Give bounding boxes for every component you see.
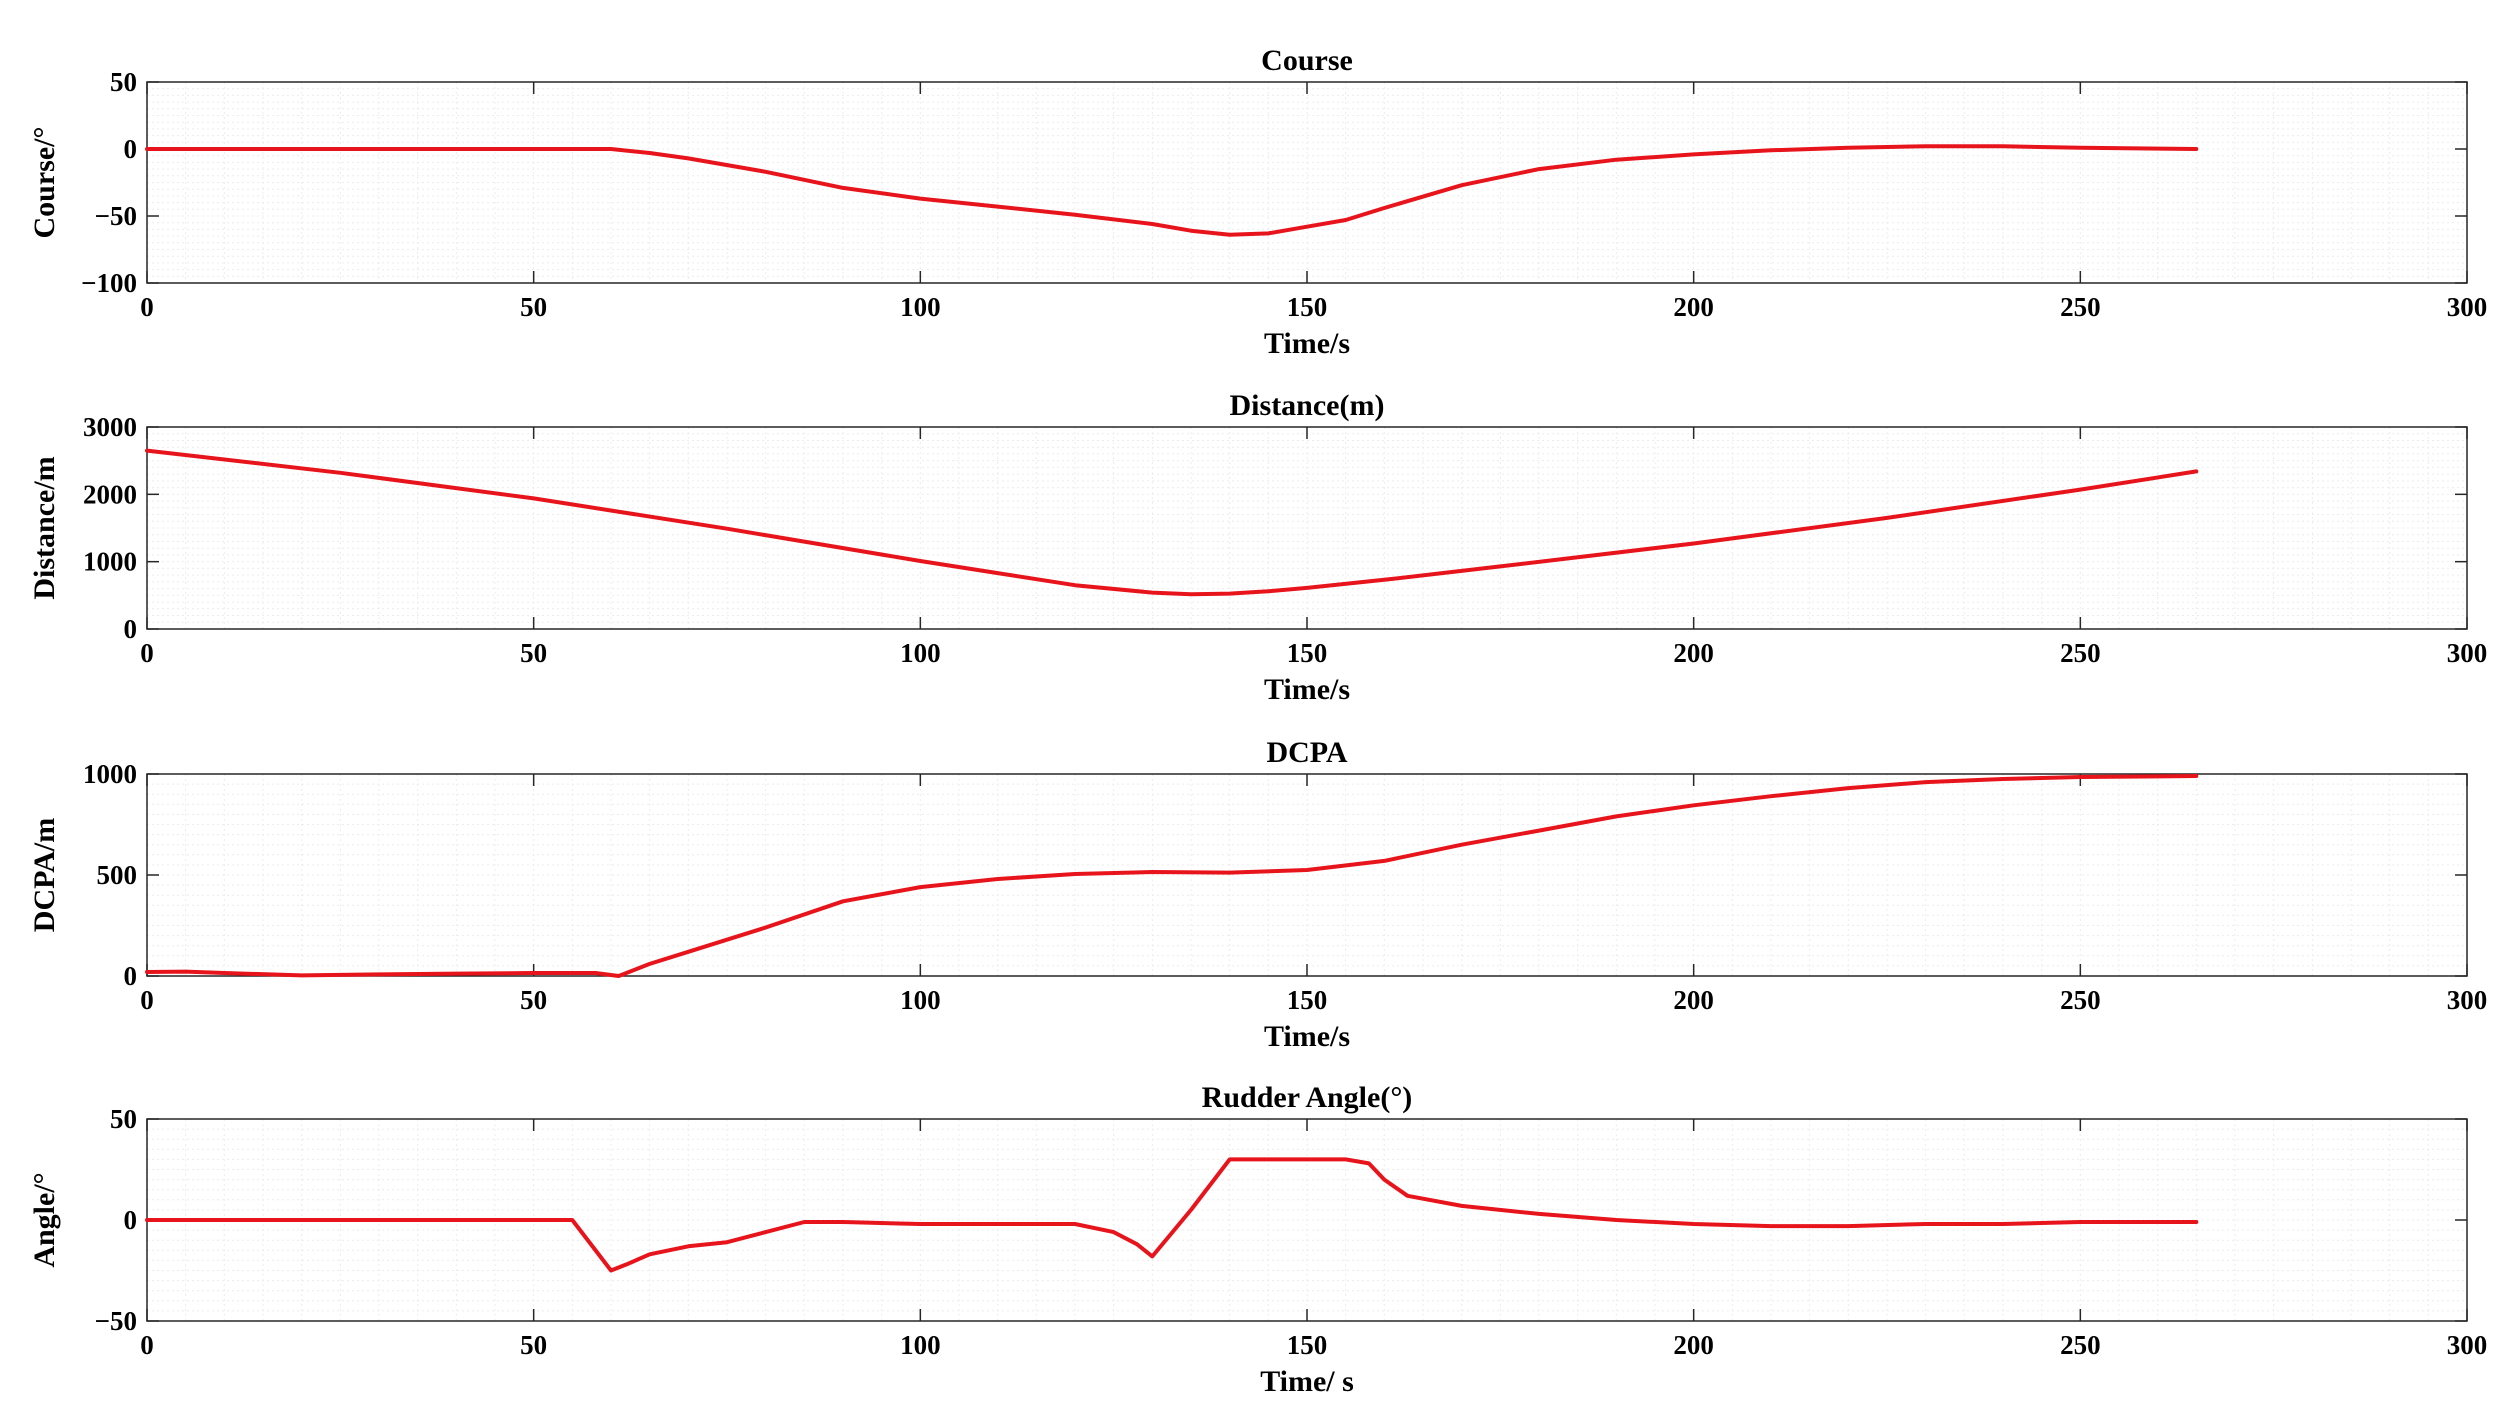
x-tick-label: 150 [1287,1330,1328,1360]
y-tick-label: 2000 [83,479,137,509]
y-tick-label: 500 [97,860,138,890]
x-tick-label: 100 [900,292,941,322]
x-tick-label: 300 [2447,985,2488,1015]
series-line [145,144,2199,237]
y-tick-label: −50 [95,201,137,231]
y-tick-label: 3000 [83,412,137,442]
y-tick-label: −100 [81,268,137,298]
y-tick-label: 1000 [83,759,137,789]
y-tick-label: 0 [124,1205,138,1235]
y-tick-label: −50 [95,1306,137,1336]
chart-panel-3: 0 50 100 150 200 250 300 0 500 1000 DCPA Time/s DCPA… [28,736,2487,1053]
x-tick-label: 0 [140,1330,154,1360]
x-tick-label: 200 [1673,292,1714,322]
x-tick-label: 100 [900,1330,941,1360]
chart-title: Course [1261,44,1353,77]
x-axis-label: Time/s [1264,1020,1350,1053]
x-tick-label: 250 [2060,638,2101,668]
chart-panel-2: 0 50 100 150 200 250 3000100020003000Distance(… [28,389,2487,706]
x-tick-label: 300 [2447,292,2488,322]
series-line [145,774,2199,978]
x-tick-label: 50 [520,292,547,322]
x-axis-label: Time/ s [1260,1365,1354,1398]
y-axis-label: Course/° [28,127,61,239]
x-tick-label: 150 [1287,638,1328,668]
y-tick-label: 50 [110,1104,137,1134]
chart-panel-1: 0 50 100 150 200 250 300 −100 −50 0 50 Course Time/s… [28,44,2487,360]
x-axis-label: Time/s [1264,673,1350,706]
y-axis-label: Angle/° [28,1172,61,1267]
x-tick-label: 250 [2060,292,2101,322]
x-tick-label: 50 [520,1330,547,1360]
x-tick-label: 0 [140,638,154,668]
x-tick-label: 250 [2060,985,2101,1015]
chart-title: Rudder Angle(°) [1202,1081,1413,1114]
x-tick-label: 200 [1673,985,1714,1015]
y-axis-label: DCPA/m [28,818,61,932]
x-tick-label: 50 [520,985,547,1015]
x-tick-label: 50 [520,638,547,668]
x-tick-label: 300 [2447,1330,2488,1360]
x-axis-label: Time/s [1264,327,1350,360]
series-line [145,1157,2199,1273]
x-tick-label: 150 [1287,985,1328,1015]
y-tick-label: 50 [110,67,137,97]
x-tick-label: 0 [140,985,154,1015]
x-tick-label: 0 [140,292,154,322]
x-tick-label: 200 [1673,638,1714,668]
x-tick-label: 100 [900,985,941,1015]
x-tick-label: 200 [1673,1330,1714,1360]
y-tick-label: 1000 [83,547,137,577]
y-tick-label: 0 [124,961,138,991]
x-tick-label: 300 [2447,638,2488,668]
chart-title: Distance(m) [1230,389,1385,422]
series-line [145,448,2199,597]
y-axis-label: Distance/m [28,456,61,599]
x-tick-label: 100 [900,638,941,668]
chart-title: DCPA [1266,736,1347,769]
x-tick-label: 150 [1287,292,1328,322]
y-tick-label: 0 [124,614,138,644]
x-tick-label: 250 [2060,1330,2101,1360]
y-tick-label: 0 [124,134,138,164]
